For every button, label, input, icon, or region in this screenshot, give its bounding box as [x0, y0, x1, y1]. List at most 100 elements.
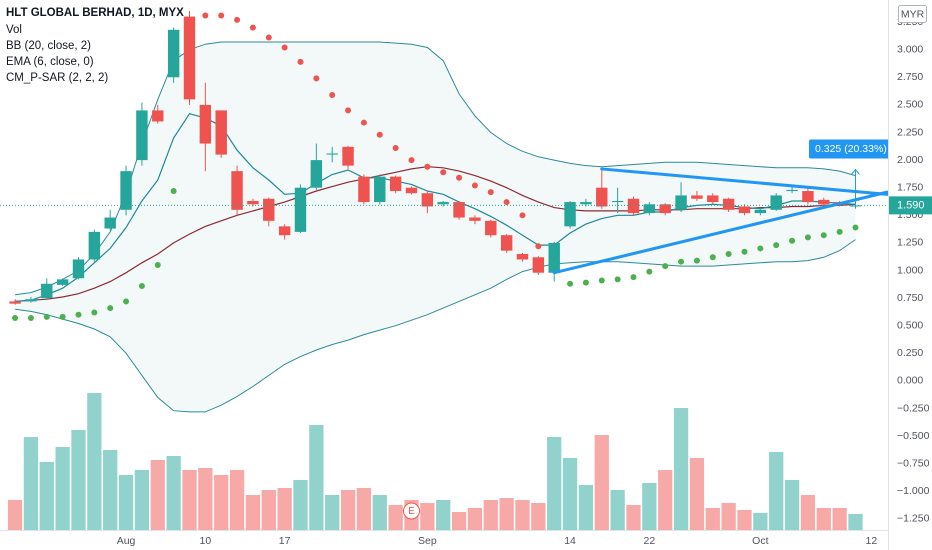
y-tick-label: 1.750 [897, 181, 923, 193]
candle-body [611, 200, 624, 203]
sar-dot [249, 24, 256, 31]
volume-bar [420, 503, 435, 530]
candle-body [738, 206, 751, 214]
volume-bar [594, 435, 609, 530]
volume-bar [103, 450, 118, 530]
candle-body [770, 195, 782, 210]
candle-body [41, 283, 53, 299]
candle-body [754, 209, 767, 214]
volume-bar [71, 430, 86, 530]
currency[interactable]: MYR [901, 8, 925, 20]
volume-bar [483, 500, 498, 530]
currency-box[interactable] [898, 5, 927, 23]
sar-dot [614, 276, 621, 283]
candle-body [247, 200, 259, 205]
candle-body [120, 171, 132, 210]
sar-dot [852, 224, 859, 231]
x-tick-label: Oct [752, 535, 768, 547]
x-tick-label: 22 [644, 535, 656, 547]
volume-bar [309, 425, 324, 530]
sar-dot [360, 119, 367, 126]
sar-dot [376, 131, 383, 138]
y-tick-label: −0.750 [897, 458, 930, 470]
legend-indicator: BB (20, close, 2) [6, 40, 91, 52]
bb-lower [15, 239, 856, 413]
volume-bar [229, 470, 245, 530]
sar-dot [424, 163, 431, 170]
ema-line [15, 113, 856, 302]
volume-bar [245, 495, 261, 530]
sar-dot [709, 254, 716, 261]
sar-dot [43, 313, 50, 320]
y-tick-label: 2.500 [897, 99, 923, 111]
candle-body [627, 198, 640, 214]
candle-body [9, 301, 21, 304]
sar-dot [313, 75, 320, 82]
volume-bar [769, 452, 784, 530]
volume-bar [436, 500, 451, 530]
candle-body [469, 217, 481, 221]
bb-basis [15, 166, 856, 302]
candle-body [453, 202, 465, 218]
y-tick-label: 0.500 [897, 320, 923, 332]
candle-body [485, 220, 497, 236]
volume-bar [737, 510, 752, 530]
candle-body [167, 29, 180, 78]
volume-bar [721, 503, 736, 530]
sar-dot [138, 282, 145, 289]
volume-bar [705, 508, 720, 530]
candle-body [786, 189, 798, 192]
sar-dot [503, 199, 510, 206]
x-tick-label: 17 [279, 535, 291, 547]
legend-indicator: Vol [6, 24, 22, 36]
x-tick-label: Sep [418, 535, 437, 547]
y-tick-label: 2.250 [897, 126, 923, 138]
sar-dot [297, 58, 304, 65]
sar-dot [582, 279, 589, 286]
bb-upper [15, 41, 856, 296]
candle-body [231, 171, 243, 210]
volume-bar [816, 508, 831, 530]
volume-bar [261, 490, 276, 530]
candle-body [564, 202, 576, 227]
candle-body [421, 193, 434, 207]
volume-bar [753, 513, 768, 530]
volume-bar [134, 470, 150, 530]
trendline [600, 167, 888, 196]
sar-dot [678, 258, 685, 265]
y-tick-label: 0.750 [897, 292, 923, 304]
volume-bar [578, 485, 594, 530]
last-price-box [889, 196, 932, 215]
volume-bar [7, 500, 23, 530]
candle-body [405, 187, 418, 194]
sar-dot [12, 315, 19, 321]
candle-body [342, 146, 354, 166]
candle-body [818, 199, 830, 205]
candle-body [310, 160, 323, 188]
sar-dot [27, 315, 34, 321]
x-tick-label: 10 [200, 535, 212, 547]
sar-dot [567, 280, 574, 287]
sar-dot [107, 305, 114, 312]
volume-bar [562, 458, 578, 530]
candle-body [691, 195, 703, 199]
candle-body [326, 153, 338, 155]
sar-dot [535, 243, 542, 250]
sar-dot [281, 44, 288, 51]
sar-dot [392, 144, 399, 151]
sar-dot [202, 12, 209, 19]
currency-badge[interactable]: MYR [898, 5, 927, 23]
event-label: E [408, 506, 415, 517]
volume-bar [214, 475, 229, 530]
volume-bar [325, 495, 340, 530]
candle-body [56, 279, 69, 285]
sar-dot [440, 169, 447, 176]
legend: HLT GLOBAL BERHAD, 1D, MYX Vol BB (20, c… [6, 7, 184, 84]
sar-dot [773, 242, 780, 249]
candle-body [199, 104, 212, 144]
sar-dot [234, 16, 241, 23]
volume-bar [832, 508, 847, 530]
legend-title: HLT GLOBAL BERHAD, 1D, MYX [6, 7, 184, 19]
sar-dot [598, 277, 605, 284]
